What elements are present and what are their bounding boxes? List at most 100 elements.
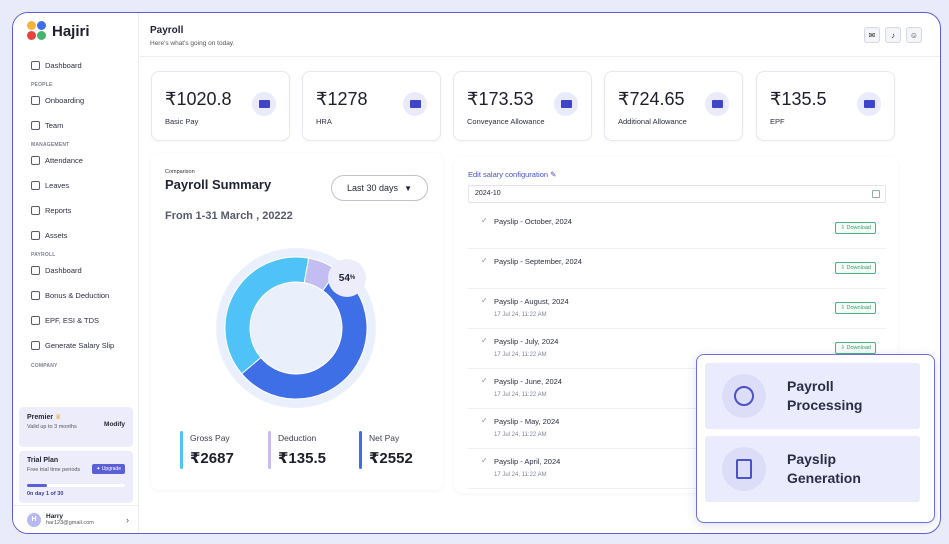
- summary-kicker: Comparison: [165, 169, 195, 175]
- grid-icon: [31, 266, 40, 275]
- sidebar-item-label: EPF, ESI & TDS: [45, 316, 100, 325]
- card-value: ₹724.65: [618, 89, 685, 109]
- feature-payslip-generation[interactable]: Payslip Generation: [705, 436, 920, 502]
- download-button[interactable]: ⇩ Download: [835, 262, 876, 274]
- stat-card-epf: ₹135.5 EPF: [756, 71, 895, 141]
- check-icon: ✓: [481, 376, 488, 385]
- brand-name: Hajiri: [52, 22, 90, 40]
- stat-card-additional: ₹724.65 Additional Allowance: [604, 71, 743, 141]
- timer-icon: [31, 181, 40, 190]
- feature-payroll-processing[interactable]: Payroll Processing: [705, 363, 920, 429]
- notification-button[interactable]: ♪: [885, 27, 901, 43]
- sidebar-item-payroll-dashboard[interactable]: Dashboard: [13, 258, 139, 283]
- period-picker[interactable]: 2024-10: [468, 185, 886, 203]
- summary-title: Payroll Summary: [165, 177, 272, 192]
- download-button[interactable]: ⇩ Download: [835, 342, 876, 354]
- stat-value: ₹2687: [190, 450, 234, 467]
- sidebar-item-epf[interactable]: EPF, ESI & TDS: [13, 308, 139, 333]
- payslip-date: 17 Jul 24, 11:22 AM: [494, 352, 547, 358]
- period-dropdown[interactable]: Last 30 days ▼: [331, 175, 428, 201]
- upgrade-button[interactable]: ✦ Upgrade: [92, 464, 125, 474]
- payslip-name: Payslip - July, 2024: [494, 337, 559, 346]
- sidebar-item-label: Onboarding: [45, 96, 85, 105]
- premier-plan-card: Premier ♛ Valid up to 3 months Modify: [19, 407, 133, 447]
- stat-label: Gross Pay: [190, 433, 230, 443]
- sidebar-item-onboarding[interactable]: Onboarding: [13, 88, 139, 113]
- download-button[interactable]: ⇩ Download: [835, 222, 876, 234]
- payslip-name: Payslip - August, 2024: [494, 297, 569, 306]
- team-icon: [31, 121, 40, 130]
- check-icon: ✓: [481, 416, 488, 425]
- chevron-down-icon: ▼: [404, 183, 412, 193]
- card-label: EPF: [770, 117, 785, 126]
- profile-button[interactable]: ☺: [906, 27, 922, 43]
- mail-button[interactable]: ✉: [864, 27, 880, 43]
- money-icon: [705, 92, 729, 116]
- sidebar-item-label: Assets: [45, 231, 68, 240]
- payslip-row: ✓ Payslip - August, 2024 17 Jul 24, 11:22 …: [468, 289, 886, 329]
- payslip-name: Payslip - April, 2024: [494, 457, 561, 466]
- report-icon: [31, 206, 40, 215]
- feature-title: Payroll Processing: [787, 378, 863, 413]
- user-name: Harry: [46, 513, 63, 520]
- money-icon: [252, 92, 276, 116]
- user-email: har123@gmail.com: [46, 520, 94, 526]
- net-pay-color-bar: [359, 431, 362, 469]
- sidebar-item-team[interactable]: Team: [13, 113, 139, 138]
- payslip-name: Payslip - October, 2024: [494, 217, 572, 226]
- sidebar-item-attendance[interactable]: Attendance: [13, 148, 139, 173]
- summary-date-range: From 1-31 March , 20222: [165, 210, 293, 222]
- card-label: Basic Pay: [165, 117, 199, 126]
- brand[interactable]: Hajiri: [27, 21, 90, 41]
- donut-segment-net-pay: [240, 269, 368, 400]
- payroll-summary-panel: Comparison Payroll Summary Last 30 days …: [151, 153, 443, 490]
- percent-badge: 54%: [328, 259, 366, 297]
- section-people: PEOPLE: [31, 82, 53, 88]
- sidebar-item-bonus[interactable]: Bonus & Deduction: [13, 283, 139, 308]
- modify-button[interactable]: Modify: [104, 421, 125, 428]
- card-value: ₹1278: [316, 89, 368, 109]
- document-icon: [31, 341, 40, 350]
- premier-title: Premier ♛: [27, 414, 62, 421]
- payslip-name: Payslip - September, 2024: [494, 257, 582, 266]
- payslip-row: ✓ Payslip - July, 2024 17 Jul 24, 11:22 AM…: [468, 329, 886, 369]
- stat-label: Deduction: [278, 433, 317, 443]
- download-button[interactable]: ⇩ Download: [835, 302, 876, 314]
- stat-value: ₹135.5: [278, 450, 326, 467]
- stat-net-pay: Net Pay ₹2552: [359, 431, 413, 469]
- trial-title: Trial Plan: [27, 457, 59, 464]
- payslip-row: ✓ Payslip - October, 2024 ⇩ Download: [468, 209, 886, 249]
- card-label: HRA: [316, 117, 332, 126]
- section-management: MANAGEMENT: [31, 142, 70, 148]
- feature-callout: Payroll Processing Payslip Generation: [696, 354, 935, 523]
- payslip-name: Payslip - June, 2024: [494, 377, 562, 386]
- payslip-date: 17 Jul 24, 11:22 AM: [494, 432, 547, 438]
- payroll-donut-chart: [216, 248, 376, 408]
- document-icon: [722, 447, 766, 491]
- sidebar-item-salary-slip[interactable]: Generate Salary Slip: [13, 333, 139, 358]
- sidebar-item-assets[interactable]: Assets: [13, 223, 139, 248]
- trial-day-label: 0n day 1 of 30: [27, 491, 64, 497]
- sidebar-item-dashboard[interactable]: Dashboard: [13, 53, 139, 78]
- sidebar-item-label: Bonus & Deduction: [45, 291, 110, 300]
- page-title: Payroll: [150, 25, 184, 36]
- check-icon: ✓: [481, 296, 488, 305]
- user-profile[interactable]: H Harry har123@gmail.com ›: [13, 505, 139, 533]
- sidebar-item-label: Leaves: [45, 181, 70, 190]
- payslip-row: ✓ Payslip - September, 2024 ⇩ Download: [468, 249, 886, 289]
- edit-salary-config-link[interactable]: Edit salary configuration ✎: [468, 170, 557, 179]
- box-icon: [31, 231, 40, 240]
- premier-subtitle: Valid up to 3 months: [27, 424, 77, 430]
- crown-icon: ♛: [55, 414, 62, 421]
- card-value: ₹135.5: [770, 89, 827, 109]
- home-icon: [31, 61, 40, 70]
- app-window: Hajiri Dashboard PEOPLE Onboarding Team …: [12, 12, 941, 534]
- pencil-icon: ✎: [550, 170, 557, 179]
- money-icon: [857, 92, 881, 116]
- trial-plan-card: Trial Plan Free trial time periods ✦ Upg…: [19, 451, 133, 503]
- sidebar-item-leaves[interactable]: Leaves: [13, 173, 139, 198]
- section-company: COMPANY: [31, 363, 58, 369]
- stat-deduction: Deduction ₹135.5: [268, 431, 326, 469]
- check-icon: ✓: [481, 336, 488, 345]
- sidebar-item-reports[interactable]: Reports: [13, 198, 139, 223]
